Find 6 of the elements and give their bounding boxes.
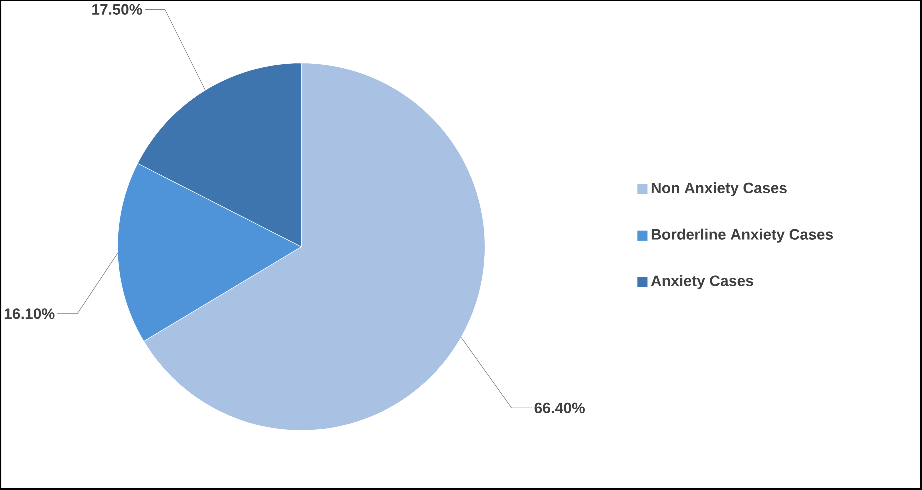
legend-label: Borderline Anxiety Cases (652, 228, 834, 243)
data-label: 16.10% (4, 308, 55, 320)
data-label: 17.50% (92, 4, 142, 15)
legend-label: Non Anxiety Cases (652, 182, 787, 197)
data-label: 66.40% (534, 402, 586, 414)
legend-label: Anxiety Cases (651, 275, 754, 290)
